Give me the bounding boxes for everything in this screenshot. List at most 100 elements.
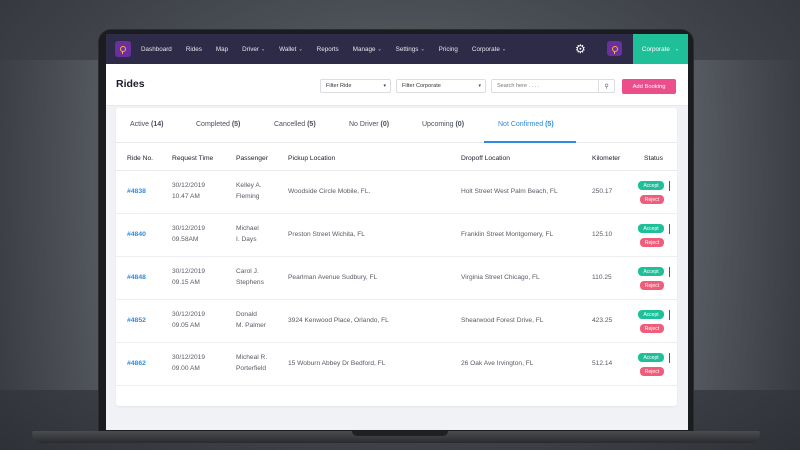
ride-number-link[interactable]: #4840 <box>127 231 146 238</box>
passenger-name-line-2: I. Days <box>236 236 257 243</box>
request-date: 30/12/2019 <box>172 268 206 275</box>
reject-button[interactable]: Reject <box>640 195 664 204</box>
request-time: 09.00 AM <box>172 365 200 372</box>
ride-number-link[interactable]: #4862 <box>127 360 146 367</box>
accept-button[interactable]: Accept <box>638 224 664 233</box>
app-logo[interactable] <box>115 41 131 57</box>
reject-button[interactable]: Reject <box>640 324 664 333</box>
passenger-name-line-2: Fleming <box>236 193 260 200</box>
request-time: 10.47 AM <box>172 193 200 200</box>
column-header[interactable]: Ride No. <box>127 155 154 162</box>
reject-button[interactable]: Reject <box>640 367 664 376</box>
ride-number-link[interactable]: #4848 <box>127 274 146 281</box>
tab-label: Upcoming <box>422 121 454 128</box>
tab-upcoming[interactable]: Upcoming (0) <box>422 121 464 128</box>
column-header[interactable]: Dropoff Location <box>461 155 510 162</box>
column-header[interactable]: Passenger <box>236 155 268 162</box>
nav-item-label: Map <box>215 45 229 53</box>
ride-number-link[interactable]: #4838 <box>127 188 146 195</box>
nav-item-label: Reports <box>316 45 339 53</box>
table-row[interactable]: #4848 30/12/2019 09.15 AM Carol J. Stephens P… <box>116 257 677 300</box>
nav-item-driver[interactable]: Driver ⌄ <box>242 46 265 53</box>
row-menu-handle[interactable] <box>669 310 670 320</box>
request-time: 09.15 AM <box>172 279 200 286</box>
passenger-name-line-1: Donald <box>236 311 257 318</box>
request-time: 09.05 AM <box>172 322 200 329</box>
caret-down-icon: ▾ <box>478 83 481 89</box>
nav-item-wallet[interactable]: Wallet ⌄ <box>279 46 302 53</box>
laptop-notch <box>352 431 448 436</box>
nav-item-label: Wallet <box>279 45 297 53</box>
table-row[interactable]: #4852 30/12/2019 09.05 AM Donald M. Palmer 39… <box>116 300 677 343</box>
add-booking-button[interactable]: Add Booking <box>622 79 676 94</box>
filter-ride-label: Filter Ride <box>326 83 352 89</box>
row-menu-handle[interactable] <box>669 224 670 234</box>
background-blur-right <box>690 60 800 390</box>
avatar[interactable] <box>607 41 622 56</box>
table-row[interactable]: #4862 30/12/2019 09.00 AM Micheal R. Porterf… <box>116 343 677 386</box>
filter-corporate-label: Filter Corporate <box>402 83 441 89</box>
tab-not-confirmed[interactable]: Not Confirmed (5) <box>498 121 554 128</box>
column-header[interactable]: Kilometer <box>592 155 621 162</box>
request-date: 30/12/2019 <box>172 182 206 189</box>
accept-button[interactable]: Accept <box>638 353 664 362</box>
nav-item-corporate[interactable]: Corporate ⌄ <box>472 46 506 53</box>
table-row[interactable]: #4838 30/12/2019 10.47 AM Kelley A. Fleming W… <box>116 171 677 214</box>
row-menu-handle[interactable] <box>669 353 670 363</box>
corporate-dropdown-button[interactable]: Corporate ⌄ <box>633 34 688 64</box>
tab-no-driver[interactable]: No Driver (0) <box>349 121 389 128</box>
nav-item-reports[interactable]: Reports <box>317 46 339 53</box>
reject-button[interactable]: Reject <box>640 281 664 290</box>
nav-item-settings[interactable]: Settings ⌄ <box>396 46 425 53</box>
row-menu-handle[interactable] <box>669 267 670 277</box>
rides-card: Active (14) Completed (5) Cancelled (5) No … <box>116 108 677 406</box>
accept-button[interactable]: Accept <box>638 267 664 276</box>
column-header[interactable]: Pickup Location <box>288 155 336 162</box>
nav-item-label: Corporate <box>471 45 500 53</box>
kilometer-value: 110.25 <box>592 274 612 281</box>
dropoff-location: Holt Street West Palm Beach, FL <box>461 188 558 195</box>
nav-item-label: Rides <box>185 45 202 53</box>
nav-item-manage[interactable]: Manage ⌄ <box>353 46 382 53</box>
chevron-down-icon: ⌄ <box>501 46 507 53</box>
tab-cancelled[interactable]: Cancelled (5) <box>274 121 316 128</box>
column-header[interactable]: Status <box>644 155 663 162</box>
table-row[interactable]: #4840 30/12/2019 09.58AM Michael I. Days Pre… <box>116 214 677 257</box>
gear-icon[interactable]: ⚙ <box>575 42 586 56</box>
tab-label: Completed <box>196 121 230 128</box>
caret-down-icon: ▾ <box>383 83 386 89</box>
nav-item-map[interactable]: Map <box>216 46 228 53</box>
chevron-down-icon: ⌄ <box>260 46 266 53</box>
laptop-base <box>32 431 760 443</box>
search-button[interactable]: ⚲ <box>598 80 614 92</box>
request-date: 30/12/2019 <box>172 354 206 361</box>
reject-button[interactable]: Reject <box>640 238 664 247</box>
kilometer-value: 125.10 <box>592 231 613 238</box>
tab-count: (0) <box>380 121 390 128</box>
search-input[interactable] <box>492 80 599 92</box>
passenger-name-line-2: M. Palmer <box>236 322 267 329</box>
nav-item-pricing[interactable]: Pricing <box>439 46 458 53</box>
nav-item-dashboard[interactable]: Dashboard <box>141 46 172 53</box>
search-box: ⚲ <box>491 79 615 93</box>
nav-item-label: Manage <box>352 45 376 53</box>
tab-count: (5) <box>231 121 241 128</box>
request-date: 30/12/2019 <box>172 311 206 318</box>
chevron-down-icon: ⌄ <box>298 46 303 53</box>
filter-corporate-select[interactable]: Filter Corporate ▾ <box>396 79 486 93</box>
dropoff-location: Virginia Street Chicago, FL <box>461 274 540 281</box>
dropoff-location: Shearwood Forest Drive, FL <box>461 317 544 324</box>
accept-button[interactable]: Accept <box>638 181 664 190</box>
tab-completed[interactable]: Completed (5) <box>196 121 240 128</box>
tab-active[interactable]: Active (14) <box>130 121 163 128</box>
search-icon: ⚲ <box>604 83 609 90</box>
nav-item-label: Settings <box>395 45 419 53</box>
chevron-down-icon: ⌄ <box>377 46 382 53</box>
row-menu-handle[interactable] <box>669 181 670 191</box>
filter-ride-select[interactable]: Filter Ride ▾ <box>320 79 391 93</box>
nav-item-rides[interactable]: Rides <box>186 46 202 53</box>
passenger-name-line-1: Michael <box>236 225 259 232</box>
ride-number-link[interactable]: #4852 <box>127 317 146 324</box>
accept-button[interactable]: Accept <box>638 310 664 319</box>
column-header[interactable]: Request Time <box>172 155 214 162</box>
